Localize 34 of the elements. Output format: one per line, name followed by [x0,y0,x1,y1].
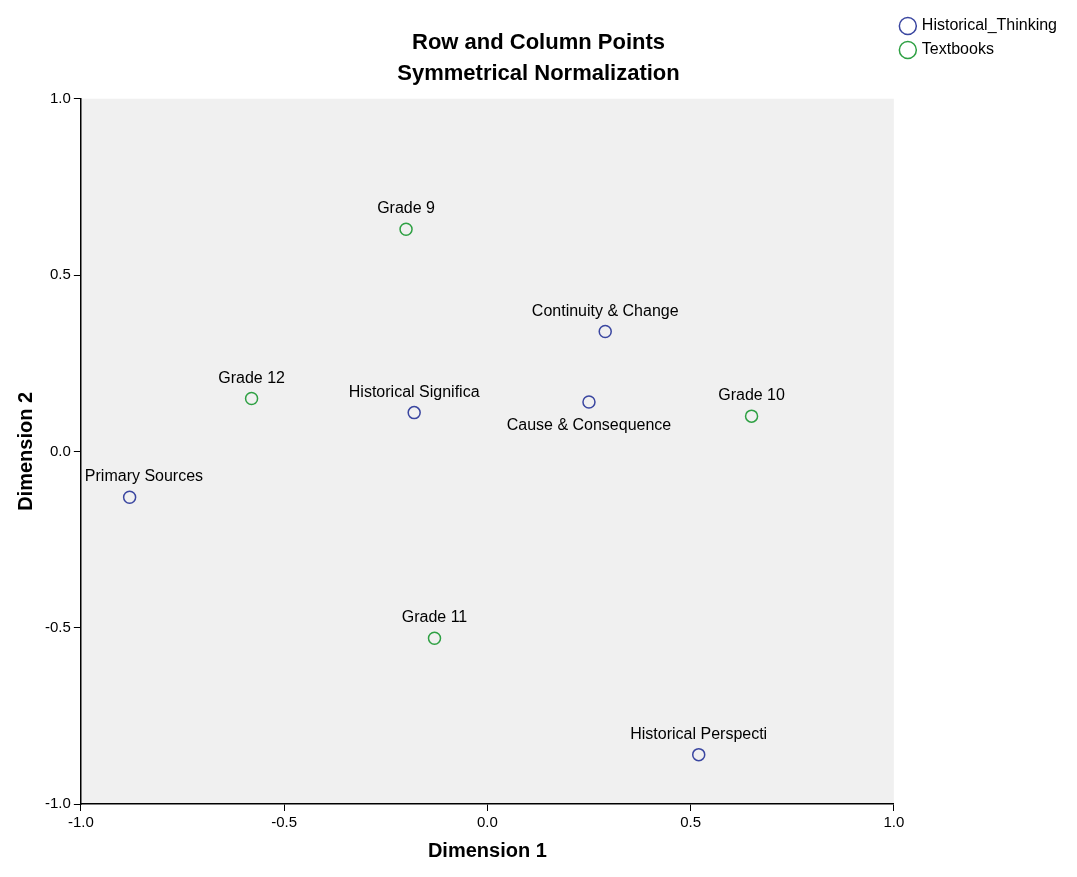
y-tick-label: -1.0 [44,794,71,812]
x-tick-label: 0.5 [680,813,702,831]
point [598,324,612,339]
x-tick-label: 0.0 [476,813,498,831]
legend-label: Textbooks [921,40,994,58]
x-axis-title: Dimension 1 [427,838,547,861]
point [399,222,413,237]
chart-title: Row and Column Points [412,29,665,55]
point [244,391,259,406]
annotation: Continuity & Change [531,301,679,319]
annotation: Historical Perspecti [630,724,768,742]
annotation: Historical Significa [348,382,480,400]
x-tick-label: -0.5 [271,813,298,831]
annotation: Grade 11 [401,608,468,626]
point [744,409,759,423]
point [691,747,706,762]
annotation: Grade 12 [218,368,286,386]
point [427,631,442,646]
y-axis-title: Dimension 2 [13,391,36,511]
y-tick-label: 0.5 [49,265,71,283]
y-tick-label: 1.0 [49,88,71,106]
chart-subtitle: Symmetrical Normalization [397,59,680,85]
y-tick-label: 0.0 [49,441,71,459]
annotation: Cause & Consequence [506,416,672,434]
point [407,405,421,420]
point [122,490,137,504]
x-tick-label: 1.0 [883,813,905,831]
y-tick-label: -0.5 [44,617,71,635]
point [582,395,596,409]
legend-label: Historical_Thinking [921,16,1058,35]
annotation: Grade 9 [377,199,436,217]
x-tick-label: -1.0 [67,813,94,831]
annotation: Grade 10 [718,386,786,404]
annotation: Primary Sources [84,467,204,485]
